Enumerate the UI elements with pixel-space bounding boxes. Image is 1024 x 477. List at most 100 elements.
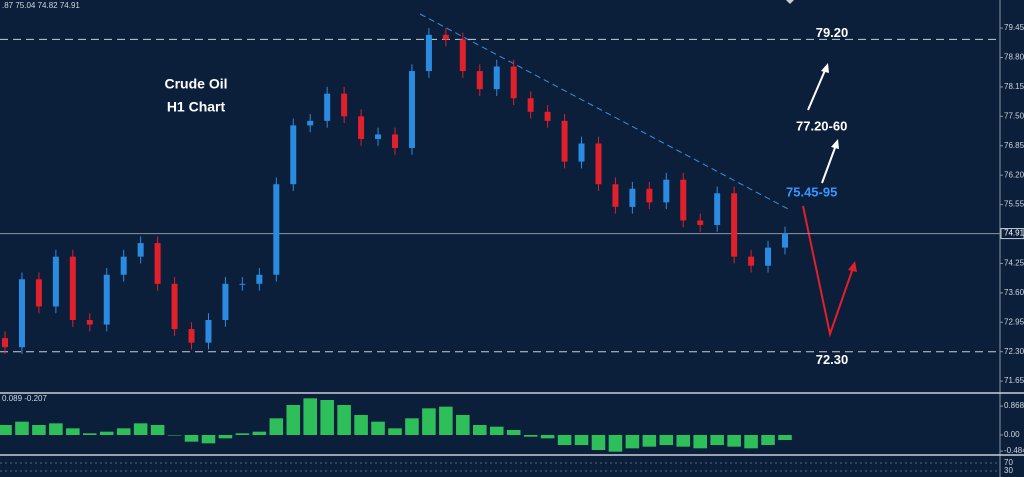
- level-label: 72.30: [816, 352, 849, 367]
- histogram-bar: [354, 415, 368, 435]
- last-price-label: 74.91: [1004, 229, 1024, 238]
- histogram-bar: [405, 418, 419, 435]
- arrowhead: [821, 63, 829, 73]
- level-label: 79.20: [816, 25, 849, 40]
- candle-body: [137, 243, 144, 257]
- candle-body: [578, 143, 585, 162]
- histogram-bar: [608, 435, 623, 452]
- candle-body: [392, 134, 398, 149]
- histogram-bar: [235, 433, 250, 435]
- last-price-box: [1000, 228, 1024, 240]
- candle-body: [663, 179, 670, 203]
- histogram-bar: [218, 435, 233, 439]
- candle-body: [561, 120, 568, 162]
- histogram-bar: [337, 405, 351, 435]
- histogram-bar: [303, 398, 317, 435]
- histogram-bar: [167, 435, 182, 436]
- histogram-bar: [201, 435, 216, 444]
- histogram-bar: [693, 435, 707, 449]
- y-tick-label: 77.50: [1004, 111, 1024, 120]
- candle-body: [273, 184, 280, 275]
- candle-body: [646, 188, 653, 203]
- y-tick-label: 76.85: [1004, 141, 1024, 150]
- y-tick-label: 78.15: [1004, 82, 1024, 91]
- candle-body: [476, 71, 483, 90]
- arrowhead: [831, 139, 839, 149]
- histogram-bar: [761, 435, 775, 445]
- candle-body: [765, 247, 772, 266]
- histogram-bar: [66, 428, 80, 435]
- histogram-bar: [184, 435, 199, 442]
- histogram-bar: [49, 423, 63, 435]
- histogram-bar: [727, 435, 741, 447]
- y-tick-label: 75.55: [1004, 200, 1024, 209]
- candle-body: [459, 39, 466, 72]
- shift-marker: [786, 0, 794, 4]
- candle-body: [35, 279, 42, 307]
- candle-body: [307, 120, 314, 126]
- histogram-bar: [456, 415, 470, 435]
- histogram-bar: [744, 435, 758, 449]
- candle-body: [629, 188, 636, 207]
- chart-title: Crude Oil: [164, 76, 227, 92]
- candle-body: [714, 193, 721, 225]
- candle-body: [239, 283, 246, 285]
- y-tick-label: 72.30: [1004, 347, 1024, 356]
- histogram-bar: [422, 408, 436, 435]
- candle-body: [52, 256, 59, 307]
- candle-body: [375, 134, 382, 139]
- histogram-bar: [523, 435, 538, 437]
- histogram-bar: [642, 435, 657, 447]
- annotation: 75.45-95: [786, 184, 837, 199]
- histogram-bar: [591, 435, 606, 450]
- histogram-bar: [540, 435, 555, 439]
- candle-body: [442, 34, 449, 40]
- histogram-bar: [252, 431, 267, 435]
- candle-body: [188, 329, 195, 343]
- candle-body: [697, 220, 704, 225]
- histogram-bar: [0, 425, 12, 435]
- candle-body: [103, 274, 110, 325]
- candle-body: [544, 111, 551, 121]
- candle-body: [205, 320, 212, 343]
- arrow: [821, 144, 837, 184]
- histogram-bar: [99, 431, 114, 435]
- histogram-bar: [133, 423, 148, 435]
- annotation: 77.20-60: [796, 118, 847, 133]
- y-tick-label: 79.45: [1004, 23, 1024, 32]
- histogram-bar: [286, 405, 301, 435]
- y-tick-label: 78.80: [1004, 53, 1024, 62]
- histogram-bar: [269, 418, 284, 435]
- histogram-bar: [506, 430, 521, 435]
- y-tick-label: 72.95: [1004, 317, 1024, 326]
- histogram-bar: [83, 433, 97, 435]
- y-tick-label: 30: [1004, 466, 1013, 475]
- candle-body: [69, 256, 76, 321]
- histogram-bar: [557, 435, 572, 445]
- arrows: [802, 63, 857, 338]
- candle-body: [86, 320, 93, 325]
- candle-body: [341, 93, 348, 117]
- price-header: .87 75.04 74.82 74.91: [2, 1, 80, 10]
- arrowhead: [848, 261, 857, 272]
- indicator-header: 0.089 -0.207: [2, 394, 47, 403]
- candle-body: [408, 71, 415, 149]
- histogram-bar: [473, 425, 487, 435]
- y-tick-label: 70: [1004, 458, 1013, 467]
- candle-body: [782, 233, 788, 248]
- histogram-bar: [32, 425, 46, 435]
- y-tick-label: 74.25: [1004, 259, 1024, 268]
- histogram-bar: [320, 400, 334, 435]
- histogram-bar: [574, 435, 589, 445]
- candle-body: [290, 125, 297, 185]
- arrow: [807, 67, 827, 111]
- candle-body: [527, 98, 534, 112]
- y-tick-label: 71.65: [1004, 376, 1024, 385]
- chart-subtitle: H1 Chart: [167, 99, 226, 115]
- y-tick-label: 76.20: [1004, 170, 1024, 179]
- candle-body: [154, 243, 161, 284]
- candle-body: [120, 256, 127, 275]
- histogram-bar: [625, 435, 640, 449]
- histogram-bar: [116, 428, 131, 435]
